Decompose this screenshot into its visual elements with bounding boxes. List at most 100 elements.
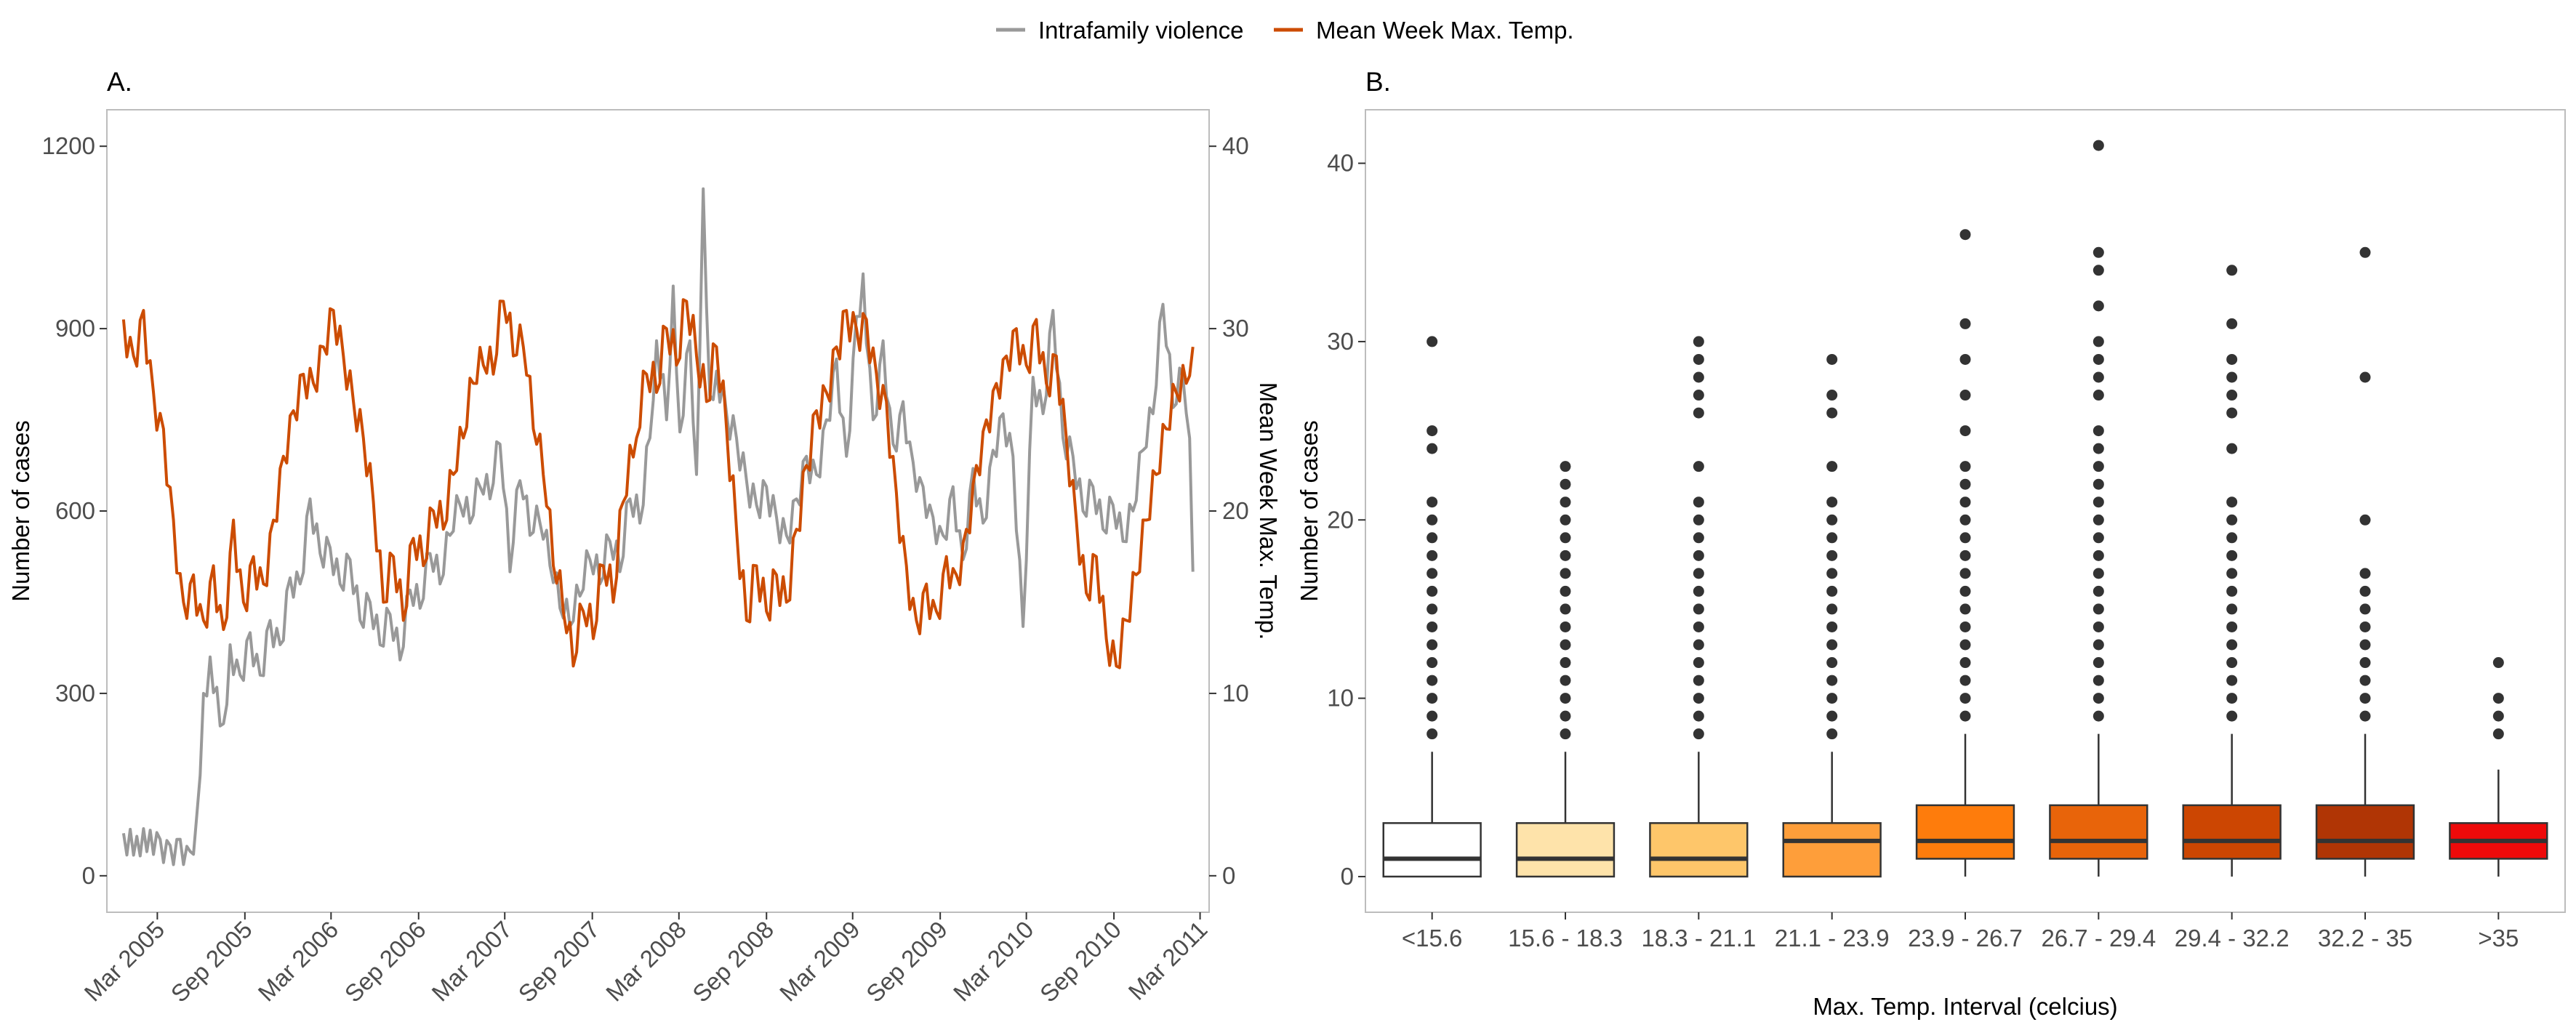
box-outlier-point [2093,496,2104,508]
box-outlier-point [1560,568,1571,579]
box-outlier-point [1693,585,1704,597]
panel-b-x-tick-label: 15.6 - 18.3 [1508,925,1623,951]
box-outlier-point [2093,657,2104,669]
box-outlier-point [1959,461,1971,472]
intrafamily-violence-series-line [121,187,1195,866]
box-outlier-point [1693,603,1704,615]
box-outlier-point [1959,390,1971,401]
box-outlier-point [1826,390,1838,401]
box-outlier-point [1959,550,1971,561]
box-outlier-point [2226,407,2238,419]
box-outlier-point [1693,568,1704,579]
box-outlier-point [1826,693,1838,704]
box-outlier-point [1693,496,1704,508]
panel-a-x-tick-label: Sep 2005 [166,916,257,1007]
box-outlier-point [2093,265,2104,276]
box-outlier-point [1959,710,1971,722]
box-outlier-point [2359,585,2371,597]
box-outlier-point [1427,639,1438,651]
box-outlier-point [2093,603,2104,615]
box-outlier-point [2093,710,2104,722]
box-1 [1515,461,1616,878]
panel-b-box-plot: B. 0 10 20 30 40 <15.6 15.6 - 18.3 18.3 - 21.1… [1296,67,2566,1020]
box-outlier-point [2226,621,2238,632]
box-outlier-point [2226,693,2238,704]
box-outlier-point [1427,657,1438,669]
panel-b-label: B. [1365,67,1391,97]
panel-b-y-tick-label: 40 [1327,150,1354,177]
box-outlier-point [1826,621,1838,632]
box-outlier-point [1959,532,1971,544]
box-outlier-point [1693,353,1704,365]
box-outlier-point [2093,621,2104,632]
box-2 [1649,336,1749,878]
box-outlier-point [1693,407,1704,419]
box-outlier-point [2093,532,2104,544]
box-outlier-point [1427,728,1438,740]
box-outlier-point [2226,710,2238,722]
box-body [2315,804,2415,860]
box-0 [1382,336,1482,878]
box-outlier-point [1427,336,1438,347]
box-outlier-point [2226,639,2238,651]
panel-a-x-tick-label: Mar 2007 [426,916,517,1007]
box-outlier-point [1826,603,1838,615]
panel-b-x-tick-label: 26.7 - 29.4 [2041,925,2156,951]
box-body [1915,804,2015,860]
box-outlier-point [2359,568,2371,579]
box-outlier-point [2359,246,2371,258]
box-outlier-point [1560,675,1571,686]
box-outlier-point [2093,390,2104,401]
box-outlier-point [1826,568,1838,579]
box-outlier-point [2359,603,2371,615]
box-outlier-point [1427,621,1438,632]
panel-a-x-tick-label: Mar 2009 [774,916,865,1007]
panel-a-y-tick-label: 600 [55,497,95,524]
box-outlier-point [1427,603,1438,615]
panel-b-x-tick-label: <15.6 [1402,925,1463,951]
box-outlier-point [2093,550,2104,561]
box-outlier-point [1959,639,1971,651]
box-outlier-point [1693,336,1704,347]
legend-label-temperature: Mean Week Max. Temp. [1316,17,1574,44]
panel-a-x-tick-label: Mar 2010 [948,916,1039,1007]
box-outlier-point [1693,728,1704,740]
panel-b-x-tick-label: 21.1 - 23.9 [1775,925,1890,951]
box-outlier-point [1560,550,1571,561]
panel-a-plot-border [106,109,1210,913]
panel-b-y-tick-label: 20 [1327,506,1354,533]
panel-a-y-axis-title: Number of cases [7,420,34,601]
box-6 [2182,265,2282,877]
box-outlier-point [1693,371,1704,383]
box-outlier-point [1826,550,1838,561]
box-outlier-point [2093,353,2104,365]
box-outlier-point [2359,657,2371,669]
panel-a-x-tick-label: Sep 2010 [1035,916,1126,1007]
box-outlier-point [1826,514,1838,526]
box-outlier-point [1826,407,1838,419]
box-outlier-point [1560,532,1571,544]
box-outlier-point [2359,621,2371,632]
temperature-series-line [121,298,1195,669]
panel-a-x-tick-label: Sep 2007 [513,916,605,1007]
box-outlier-point [2093,568,2104,579]
box-outlier-point [2226,443,2238,454]
box-outlier-point [1826,585,1838,597]
box-outlier-point [1427,550,1438,561]
box-outlier-point [2093,585,2104,597]
box-outlier-point [2226,532,2238,544]
panel-a-y2-tick-label: 30 [1222,315,1249,342]
box-body [1782,822,1882,878]
box-outlier-point [1693,693,1704,704]
box-body [1649,822,1749,878]
box-outlier-point [1693,639,1704,651]
box-outlier-point [2226,496,2238,508]
panel-a-x-tick-label: Mar 2005 [79,916,170,1007]
panel-b-x-axis: <15.6 15.6 - 18.3 18.3 - 21.1 21.1 - 23.9 23… [1402,912,2519,951]
box-outlier-point [1560,710,1571,722]
box-body [2182,804,2282,860]
box-outlier-point [2359,639,2371,651]
box-outlier-point [2226,568,2238,579]
